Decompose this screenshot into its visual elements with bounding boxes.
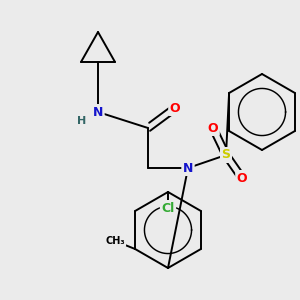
Text: N: N	[183, 161, 193, 175]
Text: O: O	[237, 172, 247, 184]
Text: O: O	[208, 122, 218, 134]
Text: Cl: Cl	[161, 202, 175, 214]
Text: CH₃: CH₃	[105, 236, 125, 246]
Text: S: S	[221, 148, 230, 161]
Text: O: O	[170, 101, 180, 115]
Text: N: N	[93, 106, 103, 118]
Text: H: H	[77, 116, 87, 126]
